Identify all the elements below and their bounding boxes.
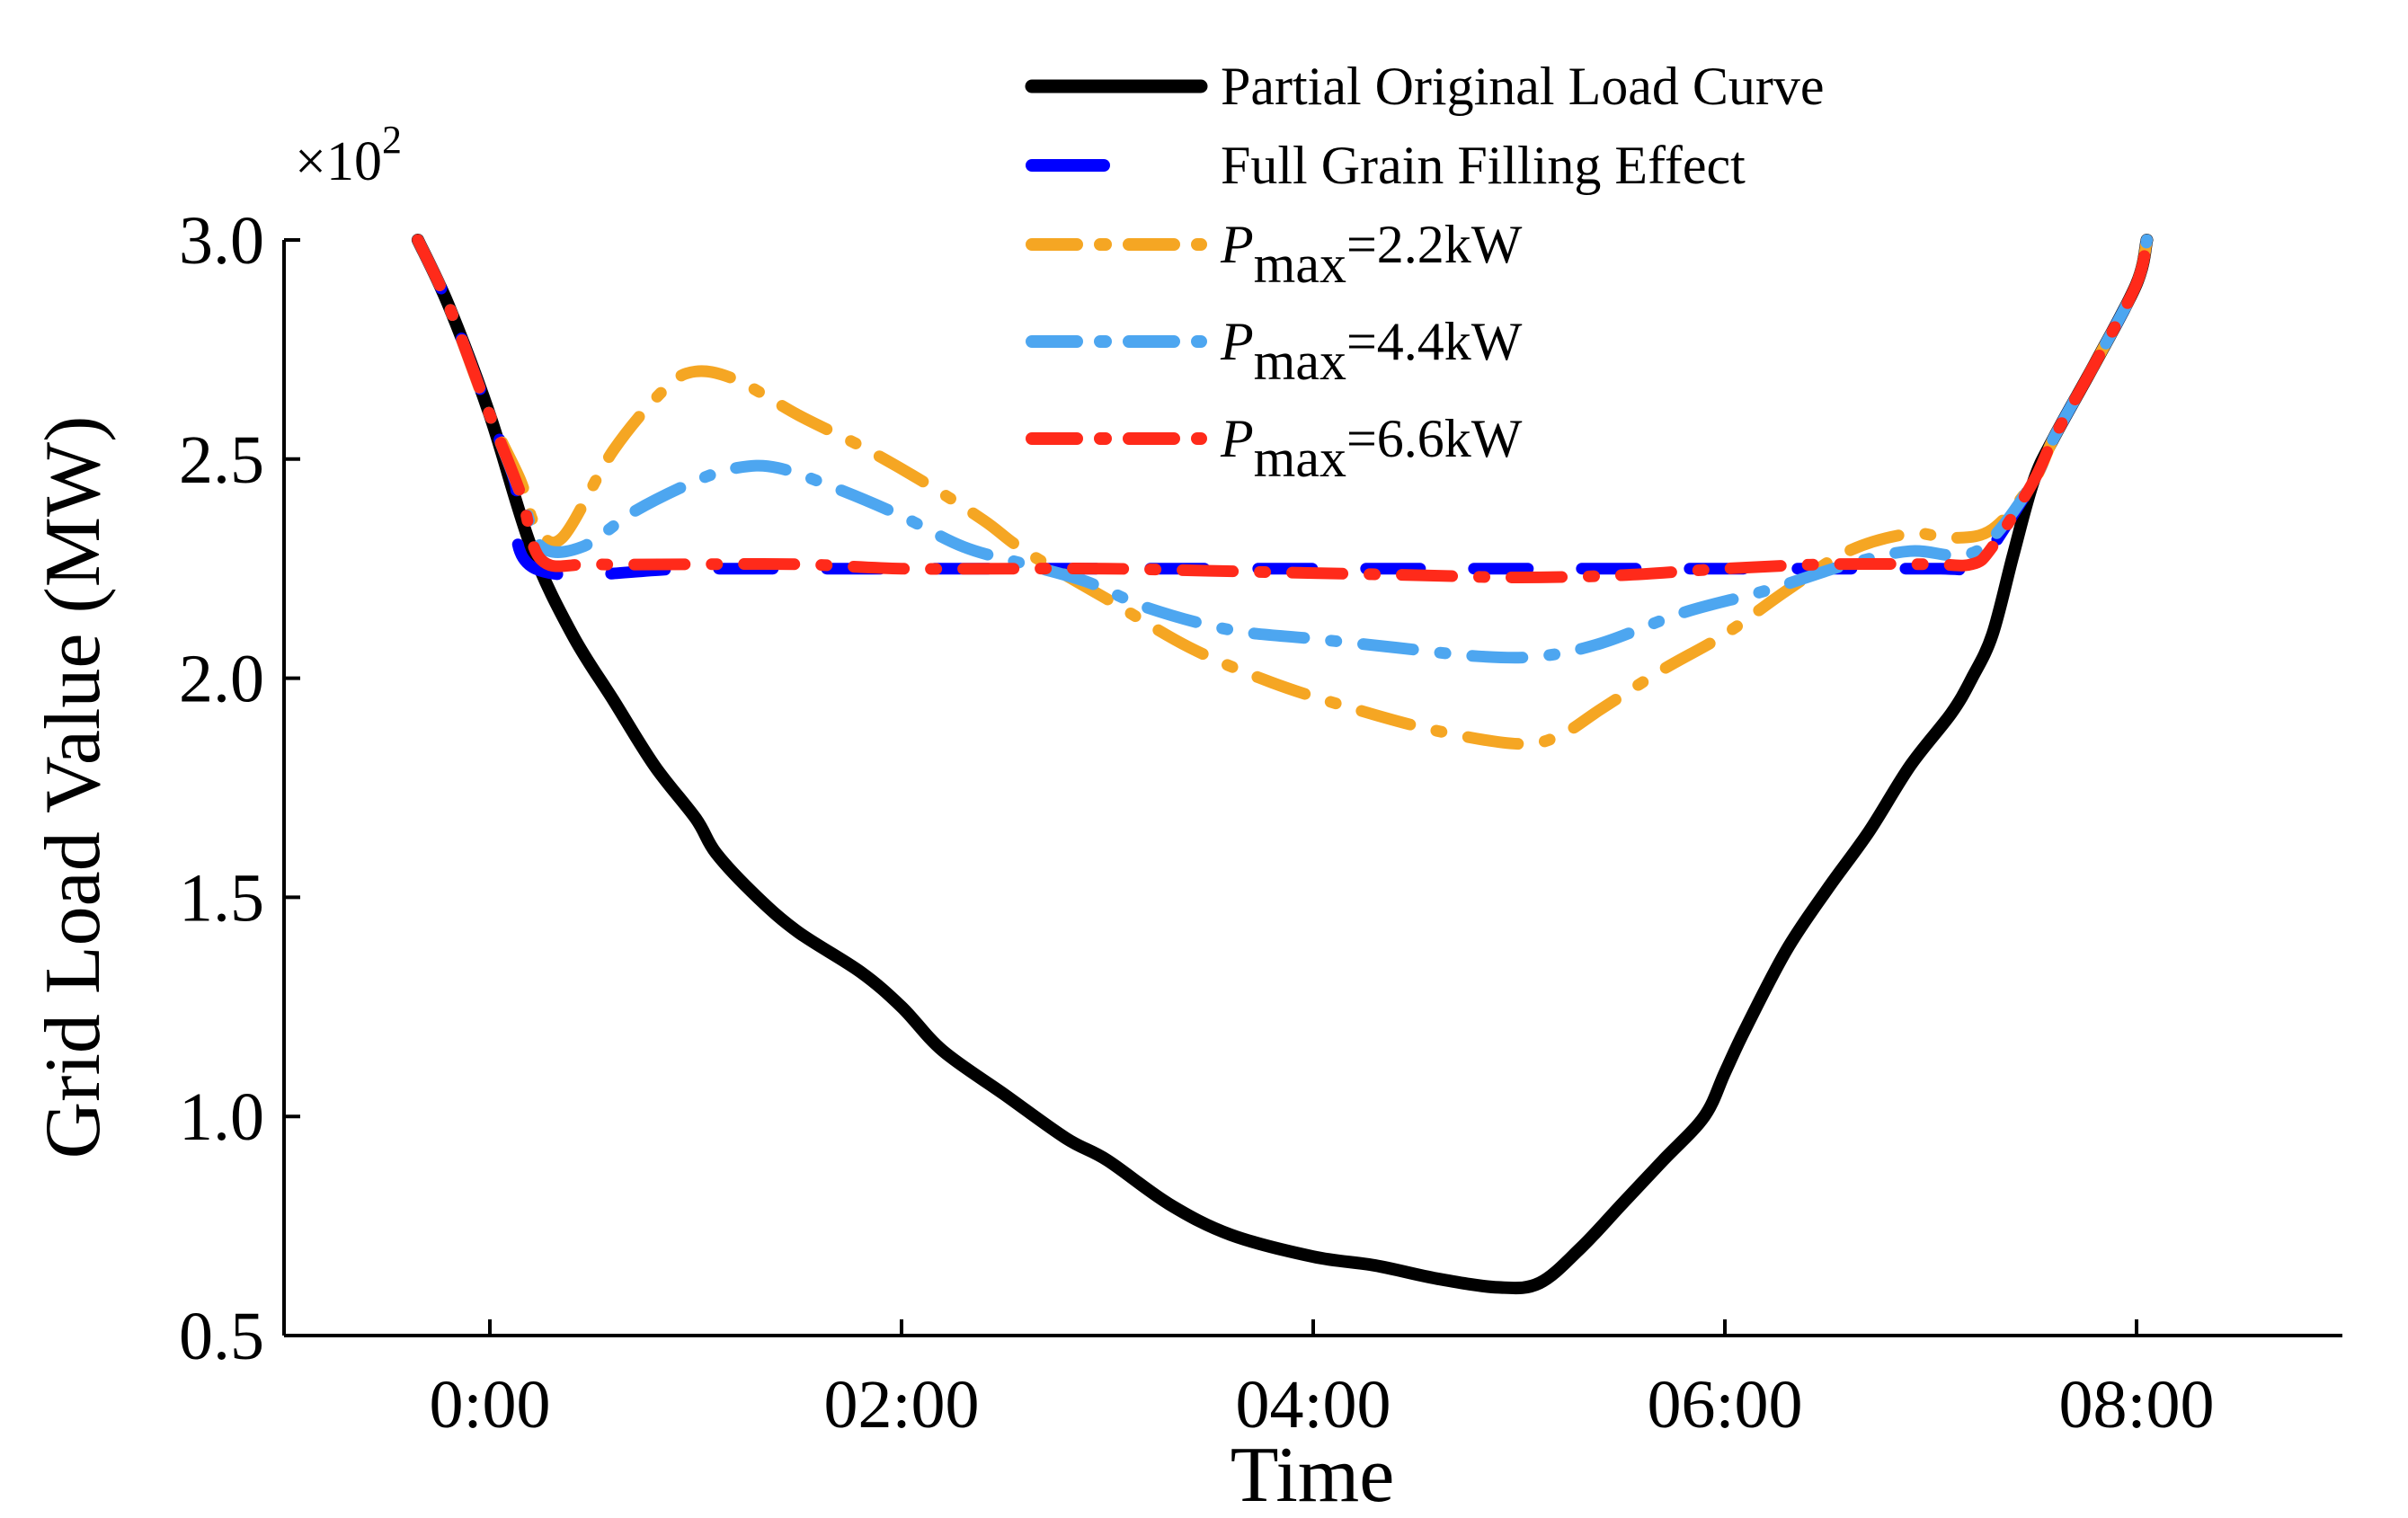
y-multiplier: ×102 — [295, 118, 402, 192]
legend-subscript: max — [1254, 332, 1346, 391]
series-line-0 — [411, 234, 2154, 1295]
legend-label-2: Pmax=2.2kW — [1220, 215, 1523, 294]
x-axis-title: Time — [1231, 1432, 1395, 1518]
y-tick-label: 3.0 — [179, 203, 264, 279]
legend-label-0: Partial Original Load Curve — [1221, 57, 1824, 116]
series-line-3 — [412, 234, 2153, 664]
legend-value: =6.6kW — [1346, 409, 1523, 468]
series-line-2 — [412, 234, 2153, 750]
y-ticks: 0.5 1.0 1.5 2.0 2.5 3.0 — [179, 203, 300, 1374]
y-tick-label: 1.5 — [179, 860, 264, 936]
legend: Partial Original Load Curve Full Grain Fi… — [1025, 57, 1824, 488]
legend-subscript: max — [1254, 429, 1346, 488]
legend-label-3: Pmax=4.4kW — [1220, 312, 1523, 391]
y-tick-label: 1.0 — [179, 1079, 264, 1155]
x-tick-label: 02:00 — [823, 1367, 979, 1443]
x-tick-label: 04:00 — [1235, 1367, 1391, 1443]
y-tick-label: 2.5 — [179, 422, 264, 498]
y-multiplier-exponent: 2 — [382, 118, 402, 162]
legend-label-1: Full Grain Filling Effect — [1221, 136, 1746, 195]
y-multiplier-base: ×10 — [295, 131, 382, 192]
legend-label-4: Pmax=6.6kW — [1220, 409, 1523, 488]
y-tick-label: 0.5 — [179, 1299, 264, 1374]
series-layer — [411, 234, 2154, 1295]
y-axis-title: Grid Load Value (MW) — [30, 416, 117, 1159]
x-tick-label: 06:00 — [1647, 1367, 1802, 1443]
x-tick-label: 08:00 — [2058, 1367, 2214, 1443]
legend-symbol: P — [1220, 409, 1254, 468]
y-tick-label: 2.0 — [179, 642, 264, 717]
series-line-4 — [412, 234, 2153, 583]
x-tick-label: 0:00 — [429, 1367, 550, 1443]
legend-value: =4.4kW — [1346, 312, 1523, 371]
x-ticks: 0:00 02:00 04:00 06:00 08:00 — [429, 1319, 2215, 1443]
legend-symbol: P — [1220, 215, 1254, 274]
legend-subscript: max — [1254, 235, 1346, 294]
legend-value: =2.2kW — [1346, 215, 1523, 274]
legend-symbol: P — [1220, 312, 1254, 371]
